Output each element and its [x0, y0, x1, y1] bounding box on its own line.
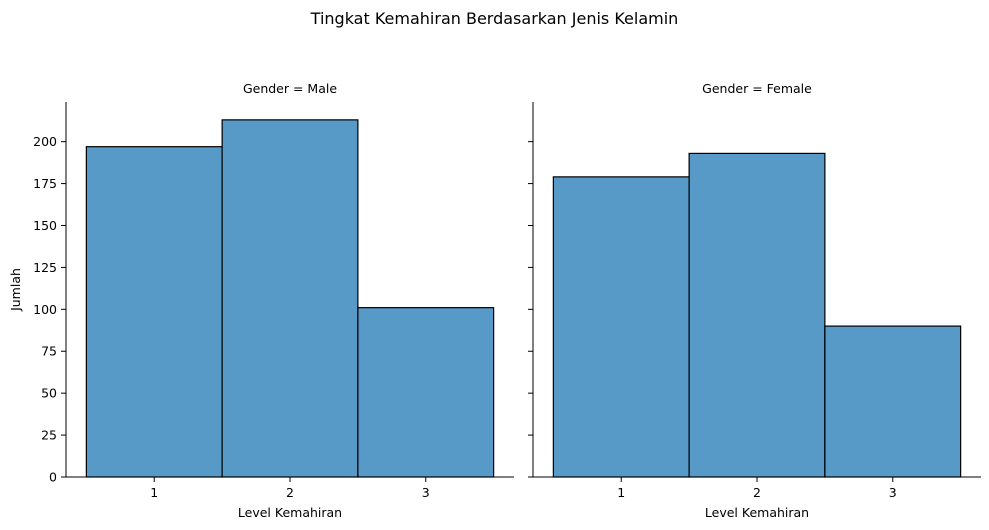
y-tick-label: 50 — [41, 386, 57, 401]
x-tick-label: 1 — [617, 485, 625, 500]
bar-level-2 — [221, 119, 359, 478]
y-tick-label: 125 — [33, 260, 57, 275]
facet-panel-1: 0 25 50 75 100 125 150 175 200 1 2 3 Gender = Male Le… — [8, 81, 514, 520]
x-axis-label: Level Kemahiran — [705, 505, 809, 520]
y-axis-label: Jumlah — [8, 268, 23, 312]
y-tick-label: 75 — [41, 344, 57, 359]
y-tick-label: 150 — [33, 218, 57, 233]
x-tick-label: 1 — [150, 485, 158, 500]
x-tick-label: 2 — [753, 485, 761, 500]
y-tick-label: 100 — [33, 302, 57, 317]
y-tick-label: 200 — [33, 134, 57, 149]
x-tick-label: 3 — [422, 485, 430, 500]
x-axis-label: Level Kemahiran — [238, 505, 342, 520]
facet-panel-2: 1 2 3 Gender = Female Level Kemahiran — [528, 81, 981, 520]
y-tick-label: 25 — [41, 428, 57, 443]
chart-suptitle: Tingkat Kemahiran Berdasarkan Jenis Kela… — [310, 9, 679, 28]
bar-level-3 — [357, 307, 495, 478]
bar-level-2 — [688, 152, 826, 478]
x-tick-label: 3 — [889, 485, 897, 500]
bar-level-1 — [85, 146, 223, 478]
facet-title: Gender = Female — [702, 81, 812, 96]
facet-title: Gender = Male — [243, 81, 337, 96]
y-tick-label: 0 — [49, 470, 57, 485]
y-tick-label: 175 — [33, 176, 57, 191]
bar-level-3 — [824, 325, 962, 478]
x-tick-label: 2 — [286, 485, 294, 500]
bar-level-1 — [552, 176, 690, 478]
